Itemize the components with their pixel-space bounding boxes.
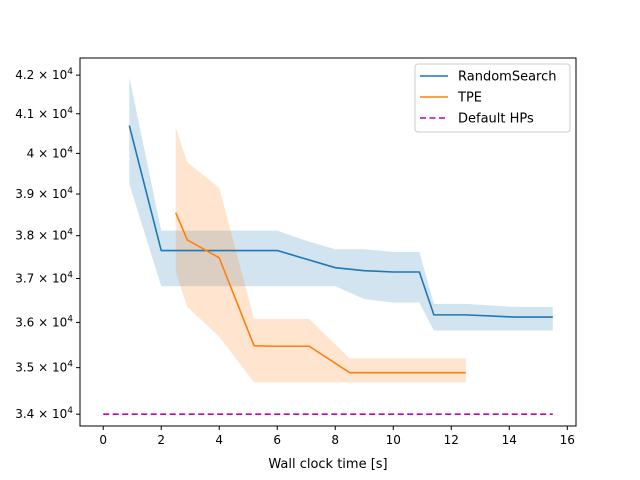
legend-label-default-hps: Default HPs (458, 112, 534, 127)
x-axis-label: Wall clock time [s] (268, 457, 387, 472)
x-tick-label: 12 (444, 433, 459, 447)
y-tick-label: 3.8 × 104 (15, 228, 73, 243)
tpe-band (175, 127, 466, 383)
y-tick-label: 3.9 × 104 (15, 186, 73, 201)
y-tick-label: 4.2 × 104 (15, 67, 73, 82)
y-tick-label: 4.1 × 104 (15, 106, 73, 121)
y-axis-ticks: 3.4 × 104 3.5 × 104 3.6 × 104 3.7 × 104 3.8 … (15, 67, 80, 421)
x-tick-label: 0 (99, 433, 107, 447)
x-tick-label: 6 (273, 433, 281, 447)
randomsearch-band (129, 77, 553, 331)
x-tick-label: 2 (157, 433, 165, 447)
tpe-line (174, 212, 466, 374)
confidence-bands (129, 77, 553, 383)
x-tick-label: 10 (386, 433, 401, 447)
x-tick-label: 16 (560, 433, 575, 447)
y-tick-label: 3.6 × 104 (15, 314, 73, 329)
y-tick-label: 4 × 104 (27, 145, 74, 160)
legend-box (414, 63, 571, 133)
plot-frame (79, 57, 577, 427)
legend-label-tpe: TPE (457, 91, 482, 106)
legend: RandomSearch TPE Default HPs (414, 63, 571, 133)
x-axis-ticks: 0 2 4 6 8 10 12 14 16 (99, 426, 575, 447)
y-tick-label: 3.4 × 104 (15, 406, 73, 421)
legend-label-randomsearch: RandomSearch (458, 70, 556, 85)
x-tick-label: 8 (331, 433, 339, 447)
y-tick-label: 3.7 × 104 (15, 270, 73, 285)
y-tick-label: 3.5 × 104 (15, 360, 73, 375)
randomsearch-line (128, 125, 553, 318)
x-tick-label: 4 (215, 433, 223, 447)
x-tick-label: 14 (502, 433, 517, 447)
series-lines (103, 125, 553, 415)
